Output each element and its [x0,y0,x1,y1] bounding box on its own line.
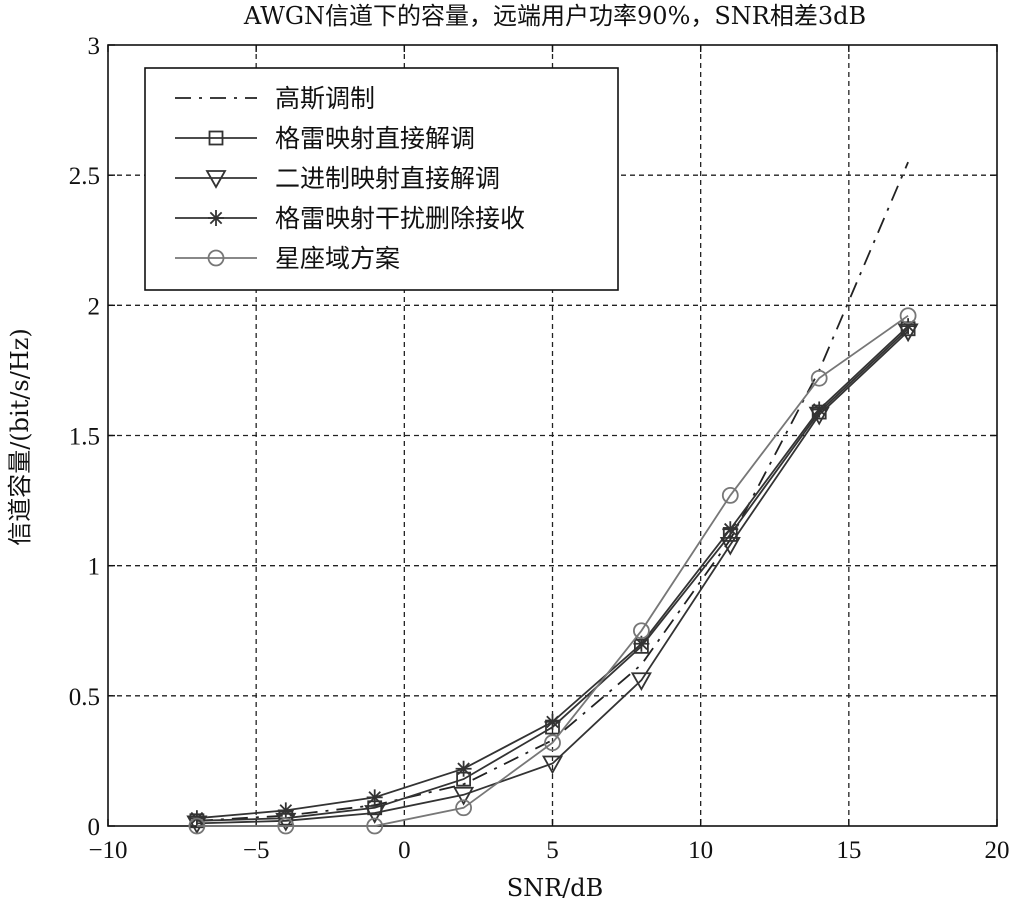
series-5-point [544,734,561,752]
x-tick-label: −10 [88,837,127,864]
legend-label: 高斯调制 [275,84,375,113]
series-3-point [719,536,741,556]
series-3-point [630,672,652,692]
series-layer [186,161,919,835]
series-5-point [455,799,473,817]
series-5-point [277,817,295,835]
series-4-point [366,789,383,806]
legend-label: 二进制映射直接解调 [275,164,500,193]
series-3-point [541,755,564,775]
legend-marker [205,170,227,189]
x-tick-label: 0 [398,837,411,864]
series-5-point [810,369,828,387]
legend-label: 星座域方案 [275,244,400,273]
legend-marker [208,130,224,146]
legend-box [144,67,619,291]
legend-entry-3: 二进制映射直接解调 [175,164,500,193]
legend-marker [207,249,225,267]
series-5-point [366,817,384,835]
series-4-point [544,713,561,730]
x-tick-label: 15 [836,837,861,864]
y-tick-label: 1 [88,554,101,581]
series-5-point [721,486,739,504]
legend-label: 格雷映射直接解调 [275,124,475,153]
series-5 [188,307,917,835]
legend-entry-5: 星座域方案 [175,244,400,273]
series-3-line [196,330,909,825]
legend-entry-2: 格雷映射直接解调 [175,124,475,153]
y-tick-label: 0 [88,814,101,841]
series-3-point [364,805,386,824]
legend-entry-4: 格雷映射干扰删除接收 [175,204,525,233]
series-1-line [196,161,909,822]
x-tick-label: 10 [688,837,713,864]
y-tick-label: 0.5 [69,684,100,711]
series-4-point [811,401,828,418]
series-5-point [188,817,206,835]
legend-label: 格雷映射干扰删除接收 [275,204,525,233]
x-tick-label: 5 [546,837,559,864]
y-axis-label: 信道容量/(bit/s/Hz) [6,328,34,546]
series-5-line [196,314,909,827]
series-5-point [633,622,650,640]
series-4 [188,318,917,827]
axes: −10 −5 0 5 10 15 20 0 0.5 1 1.5 2 2.5 3 [69,33,1010,864]
legend-entry-1: 高斯调制 [175,84,375,113]
chart-title: AWGN信道下的容量，远端用户功率90%，SNR相差3dB [243,2,866,30]
series-4-point [455,760,472,777]
y-tick-label: 3 [88,33,101,60]
series-1 [196,161,909,822]
y-tick-label: 1.5 [69,424,100,451]
y-tick-label: 2.5 [69,163,100,190]
legend-marker [208,210,224,226]
x-axis-label: SNR/dB [507,874,604,901]
series-3-point [453,786,475,806]
series-5-point [899,307,917,325]
y-tick-label: 2 [88,293,101,320]
x-tick-label: −5 [243,837,270,864]
x-tick-label: 20 [985,837,1010,864]
series-4-point [722,521,739,538]
series-4-point [277,802,294,819]
